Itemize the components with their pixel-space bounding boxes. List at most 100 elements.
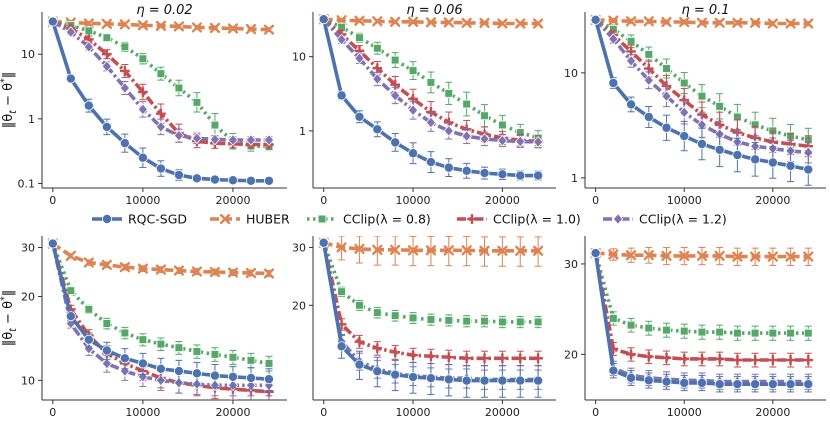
data-point — [733, 328, 742, 338]
data-point — [750, 17, 761, 28]
data-point — [443, 352, 454, 363]
legend-label: HUBER — [246, 212, 290, 227]
data-point — [209, 22, 221, 34]
data-point — [155, 163, 166, 174]
data-point — [373, 308, 382, 317]
data-point — [173, 366, 184, 377]
data-point — [245, 175, 256, 186]
data-point — [661, 352, 672, 363]
data-point — [318, 237, 329, 248]
data-point — [461, 353, 472, 364]
data-point — [390, 16, 401, 27]
x-tick-label: 0 — [320, 194, 327, 207]
data-point — [83, 257, 94, 268]
series-rqc-sgd — [318, 237, 544, 398]
data-point — [336, 33, 347, 46]
series-rqc-sgd — [590, 248, 814, 393]
plot-area — [47, 15, 275, 186]
series-cclip-1-0- — [590, 248, 814, 368]
series-huber — [318, 236, 544, 267]
legend: RQC-SGD HUBER CClip(λ = 0.8) CClip(λ = 1.0)… — [92, 212, 727, 227]
data-point — [137, 20, 148, 31]
data-point — [662, 325, 671, 335]
x-tick-label: 10000 — [125, 194, 160, 207]
data-point — [785, 251, 796, 262]
y-tick-label: 20 — [292, 299, 306, 312]
data-point — [408, 66, 418, 75]
data-point — [626, 320, 636, 330]
data-point — [173, 129, 185, 142]
legend-marker — [612, 213, 624, 225]
data-point — [156, 108, 166, 119]
data-point — [803, 251, 814, 262]
y-tick-label: 10 — [564, 67, 578, 80]
data-point — [661, 90, 672, 103]
data-point — [498, 120, 507, 130]
data-point — [354, 243, 365, 254]
data-point — [626, 36, 636, 46]
data-point — [263, 24, 275, 35]
data-point — [407, 104, 419, 117]
data-point — [83, 18, 94, 29]
data-point — [697, 354, 707, 364]
data-point — [533, 136, 544, 148]
data-point — [83, 100, 94, 111]
data-point — [479, 353, 490, 364]
data-point — [137, 263, 148, 274]
data-point — [626, 349, 636, 360]
data-point — [101, 121, 112, 132]
data-point — [480, 316, 489, 326]
series-cclip-1-2- — [47, 15, 275, 146]
series-huber — [318, 14, 544, 29]
data-point — [138, 54, 148, 64]
data-point — [768, 355, 778, 365]
data-point — [337, 287, 346, 296]
panel-title: η = 0.02 — [136, 3, 192, 18]
data-point — [643, 351, 654, 362]
data-point — [679, 131, 690, 142]
data-point — [173, 265, 185, 276]
data-point — [84, 26, 94, 36]
y-tick-label: 10 — [21, 48, 35, 61]
data-point — [355, 33, 364, 43]
data-point — [497, 375, 508, 386]
data-point — [263, 134, 275, 146]
data-point — [173, 21, 185, 32]
data-point — [679, 250, 690, 261]
data-point — [119, 138, 130, 149]
data-point — [227, 175, 238, 186]
data-point — [84, 304, 94, 314]
data-point — [155, 264, 167, 275]
data-point — [443, 374, 454, 385]
x-tick-label: 20000 — [755, 406, 790, 419]
data-point — [336, 341, 347, 352]
y-tick-label: 1 — [28, 113, 35, 126]
data-point — [101, 18, 112, 29]
data-point — [643, 74, 654, 87]
y-axis-label-part: ‖θ — [1, 114, 16, 129]
data-point — [101, 357, 112, 370]
data-point — [83, 334, 94, 345]
data-point — [679, 78, 689, 88]
x-tick-label: 20000 — [215, 194, 250, 207]
series-rqc-sgd — [47, 238, 274, 391]
y-axis-label-part: * — [0, 296, 10, 301]
data-point — [336, 15, 347, 26]
data-point — [138, 87, 148, 97]
x-tick-label: 20000 — [485, 406, 520, 419]
data-point — [65, 73, 76, 84]
data-point — [119, 262, 130, 273]
y-axis-label-part: − θ — [1, 301, 16, 328]
y-tick-label: 1 — [571, 172, 578, 185]
data-point — [174, 83, 184, 93]
data-point — [227, 371, 238, 382]
data-point — [643, 250, 654, 261]
data-point — [156, 339, 166, 349]
data-point — [515, 245, 526, 256]
x-tick-label: 10000 — [667, 194, 702, 207]
data-point — [608, 365, 619, 376]
data-point — [120, 66, 130, 76]
series-cclip-0-8- — [48, 239, 274, 372]
data-point — [533, 317, 543, 327]
